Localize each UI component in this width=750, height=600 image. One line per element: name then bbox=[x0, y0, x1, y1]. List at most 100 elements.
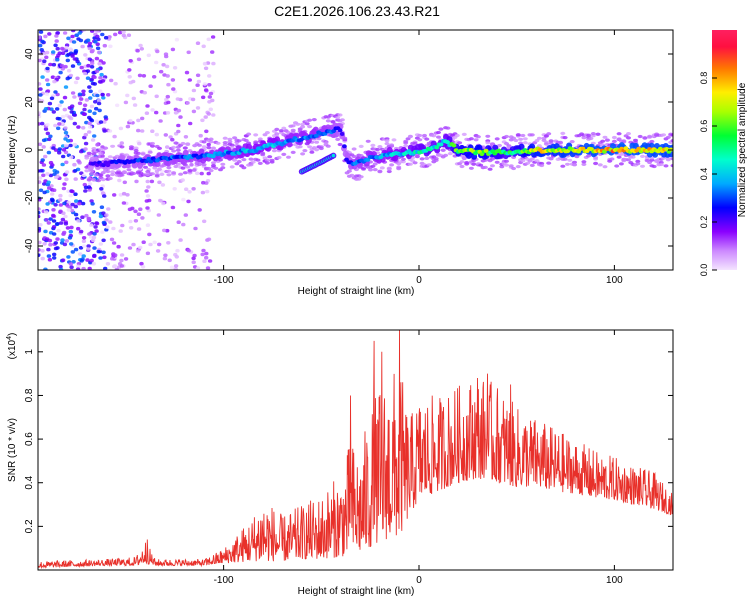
noise-cell bbox=[66, 208, 72, 212]
noise-cell bbox=[191, 109, 197, 114]
halo-cell bbox=[370, 143, 376, 147]
halo-cell bbox=[281, 126, 287, 130]
noise-cell bbox=[207, 259, 213, 263]
noise-cell bbox=[70, 250, 76, 254]
snr-marks bbox=[38, 330, 673, 570]
halo-cell bbox=[307, 125, 313, 129]
noise-cell bbox=[186, 50, 191, 55]
halo-cell bbox=[91, 152, 97, 156]
colorbar: 0.0 0.2 0.4 0.6 0.8 Normalized spectral ampl… bbox=[699, 30, 748, 276]
halo-cell bbox=[499, 165, 505, 169]
noise-cell bbox=[200, 118, 205, 123]
noise-cell bbox=[38, 93, 43, 97]
halo-cell bbox=[180, 166, 186, 170]
noise-cell bbox=[45, 78, 50, 82]
halo-cell bbox=[433, 157, 439, 161]
noise-cell bbox=[111, 241, 117, 245]
noise-cell bbox=[101, 61, 106, 65]
halo-cell bbox=[236, 160, 242, 164]
noise-cell bbox=[82, 71, 88, 76]
snr-x-ticks: -100 0 100 bbox=[214, 330, 623, 586]
noise-cell bbox=[154, 60, 159, 65]
halo-cell bbox=[543, 134, 549, 138]
noise-cell bbox=[46, 150, 52, 155]
halo-cell bbox=[166, 169, 172, 173]
noise-cell bbox=[45, 66, 50, 71]
y-tick-label: 0.6 bbox=[24, 432, 35, 446]
noise-cell bbox=[74, 33, 80, 37]
noise-cell bbox=[150, 129, 155, 133]
halo-cell bbox=[370, 164, 376, 168]
noise-cell bbox=[46, 247, 51, 252]
noise-cell bbox=[102, 255, 107, 260]
noise-cell bbox=[195, 83, 200, 87]
noise-cell bbox=[40, 256, 45, 261]
noise-cell bbox=[131, 242, 136, 247]
halo-cell bbox=[529, 157, 535, 161]
noise-cell bbox=[121, 191, 127, 196]
noise-cell bbox=[71, 40, 77, 44]
halo-cell bbox=[440, 148, 446, 152]
halo-cell bbox=[300, 152, 306, 156]
noise-cell bbox=[155, 49, 160, 54]
halo-cell bbox=[171, 171, 177, 175]
halo-cell bbox=[419, 157, 425, 161]
halo-cell bbox=[246, 132, 252, 136]
noise-cell bbox=[101, 211, 106, 215]
noise-cell bbox=[87, 41, 93, 46]
x-tick-label: 100 bbox=[606, 575, 623, 586]
halo-cell bbox=[307, 118, 313, 122]
halo-cell bbox=[201, 145, 207, 149]
noise-cell bbox=[202, 259, 207, 264]
noise-cell bbox=[44, 50, 50, 55]
halo-cell bbox=[93, 173, 99, 177]
noise-cell bbox=[43, 34, 48, 39]
noise-cell bbox=[117, 178, 122, 183]
halo-cell bbox=[386, 166, 392, 170]
noise-cell bbox=[40, 249, 45, 253]
halo-cell bbox=[372, 168, 378, 172]
noise-cell bbox=[201, 180, 206, 185]
noise-cell bbox=[140, 265, 146, 269]
halo-cell bbox=[468, 166, 474, 170]
noise-cell bbox=[47, 32, 52, 36]
noise-cell bbox=[125, 124, 131, 129]
halo-cell bbox=[520, 159, 526, 163]
snr-y-scale-label: (x104) bbox=[6, 333, 18, 360]
noise-cell bbox=[63, 137, 68, 141]
noise-cell bbox=[48, 134, 53, 139]
noise-cell bbox=[48, 217, 53, 221]
noise-cell bbox=[63, 143, 69, 148]
noise-cell bbox=[145, 194, 151, 198]
noise-cell bbox=[159, 69, 164, 74]
noise-cell bbox=[165, 74, 170, 78]
halo-cell bbox=[267, 155, 273, 159]
halo-cell bbox=[96, 179, 102, 183]
halo-cell bbox=[128, 145, 134, 149]
noise-cell bbox=[208, 91, 214, 96]
noise-cell bbox=[81, 89, 86, 94]
halo-cell bbox=[290, 124, 296, 128]
noise-cell bbox=[40, 39, 45, 44]
noise-cell bbox=[200, 252, 205, 257]
noise-cell bbox=[69, 155, 74, 160]
noise-cell bbox=[70, 202, 75, 207]
halo-cell bbox=[295, 122, 301, 126]
noise-cell bbox=[67, 106, 73, 110]
noise-cell bbox=[190, 97, 196, 102]
noise-cell bbox=[167, 258, 172, 263]
noise-cell bbox=[64, 177, 69, 182]
noise-cell bbox=[109, 237, 115, 242]
noise-cell bbox=[170, 137, 175, 142]
noise-cell bbox=[86, 216, 92, 221]
x-tick-label: 100 bbox=[606, 275, 623, 286]
noise-cell bbox=[103, 266, 108, 270]
noise-cell bbox=[73, 169, 78, 173]
figure-title: C2E1.2026.106.23.43.R21 bbox=[274, 3, 440, 19]
noise-cell bbox=[133, 209, 138, 214]
noise-cell bbox=[82, 107, 87, 112]
noise-cell bbox=[61, 230, 67, 235]
noise-cell bbox=[145, 179, 150, 184]
noise-cell bbox=[76, 226, 81, 231]
halo-cell bbox=[175, 162, 181, 166]
